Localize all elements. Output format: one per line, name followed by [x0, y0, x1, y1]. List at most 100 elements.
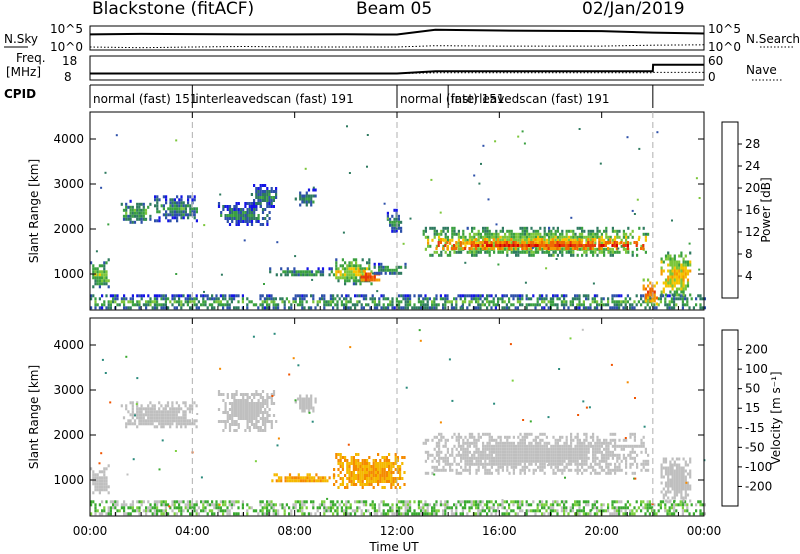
- data-cell: [327, 506, 330, 510]
- data-cell: [609, 441, 612, 445]
- data-cell: [293, 476, 296, 480]
- data-cell: [178, 297, 181, 301]
- data-cell: [175, 306, 178, 310]
- data-cell: [699, 512, 702, 516]
- data-cell: [261, 199, 264, 202]
- data-cell: [233, 402, 236, 405]
- data-cell: [182, 204, 185, 208]
- data-cell: [523, 462, 526, 466]
- data-cell: [620, 238, 623, 242]
- data-cell: [151, 407, 154, 411]
- data-cell: [466, 468, 469, 472]
- data-cell: [171, 419, 174, 423]
- data-cell: [534, 509, 537, 513]
- data-cell: [371, 500, 374, 504]
- data-cell: [382, 503, 385, 507]
- data-cell: [169, 419, 172, 423]
- data-cell: [230, 294, 233, 298]
- data-cell: [387, 306, 390, 310]
- data-cell: [548, 441, 551, 445]
- data-cell: [107, 300, 110, 304]
- data-cell: [545, 241, 548, 245]
- data-cell: [679, 294, 682, 298]
- data-cell: [488, 232, 491, 236]
- data-cell: [593, 503, 596, 507]
- data-cell: [160, 404, 163, 408]
- data-cell: [271, 479, 274, 483]
- data-cell: [647, 296, 650, 300]
- data-cell: [337, 276, 340, 280]
- data-cell: [411, 306, 414, 310]
- data-cell: [497, 503, 500, 507]
- data-cell: [512, 244, 515, 247]
- data-cell: [563, 235, 566, 239]
- data-cell: [576, 303, 579, 307]
- data-cell: [605, 444, 608, 448]
- data-cell: [514, 500, 517, 504]
- data-cell: [248, 220, 251, 223]
- data-cell: [631, 512, 634, 516]
- data-cell: [116, 303, 119, 307]
- data-cell: [504, 450, 507, 454]
- data-cell: [361, 486, 364, 489]
- data-cell: [673, 257, 676, 261]
- data-cell: [281, 503, 284, 507]
- data-cell: [346, 468, 349, 471]
- data-cell: [149, 401, 152, 405]
- data-cell: [257, 190, 260, 193]
- data-cell: [483, 238, 486, 241]
- data-cell: [156, 195, 159, 199]
- data-cell: [525, 500, 528, 504]
- data-cell: [512, 456, 515, 460]
- data-cell: [428, 297, 431, 301]
- data-cell: [261, 402, 265, 405]
- data-cell: [92, 479, 95, 483]
- data-cell: [233, 217, 236, 220]
- data-cell: [477, 503, 480, 507]
- data-cell: [303, 197, 306, 201]
- data-cell: [442, 456, 445, 460]
- data-cell: [490, 247, 493, 250]
- data-cell: [526, 444, 529, 448]
- data-cell: [272, 306, 275, 310]
- data-cell: [554, 235, 557, 239]
- data-cell: [131, 407, 134, 411]
- data-cell: [255, 408, 258, 411]
- data-cell: [156, 219, 159, 223]
- data-cell: [235, 405, 238, 408]
- data-cell: [274, 509, 277, 513]
- data-cell: [164, 512, 167, 516]
- data-cell: [537, 447, 540, 451]
- data-cell: [348, 267, 351, 271]
- data-cell: [186, 500, 189, 504]
- data-cell: [144, 419, 148, 423]
- data-cell: [177, 416, 181, 420]
- data-cell: [242, 396, 245, 399]
- data-cell: [389, 223, 392, 227]
- data-cell: [596, 229, 599, 233]
- data-cell: [479, 235, 482, 239]
- data-cell: [286, 267, 289, 271]
- data-cell: [224, 214, 227, 217]
- data-cell: [541, 247, 544, 251]
- data-cell: [373, 271, 376, 275]
- data-cell: [682, 275, 685, 279]
- data-cell: [184, 413, 187, 417]
- data-cell: [585, 450, 588, 454]
- data-cell: [182, 210, 185, 214]
- data-cell: [180, 210, 183, 214]
- data-cell: [607, 456, 610, 460]
- data-cell: [177, 419, 181, 423]
- data-cell: [270, 506, 273, 510]
- data-cell: [222, 297, 225, 301]
- data-cell: [344, 282, 347, 286]
- data-cell: [248, 205, 251, 208]
- data-cell: [299, 400, 302, 404]
- data-cell: [475, 506, 478, 510]
- data-cell: [464, 297, 467, 301]
- data-cell: [552, 235, 555, 239]
- data-cell: [613, 512, 616, 516]
- data-cell: [521, 247, 524, 250]
- data-cell: [600, 241, 603, 245]
- data-cell: [303, 403, 306, 407]
